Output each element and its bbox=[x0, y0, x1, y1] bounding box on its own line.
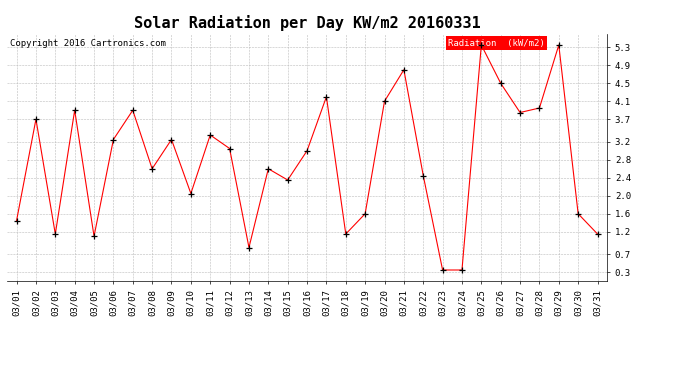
Point bbox=[321, 94, 332, 100]
Point bbox=[69, 107, 80, 113]
Point bbox=[127, 107, 138, 113]
Point bbox=[186, 190, 197, 196]
Point bbox=[263, 166, 274, 172]
Point bbox=[592, 231, 603, 237]
Point bbox=[515, 110, 526, 116]
Text: Radiation  (kW/m2): Radiation (kW/m2) bbox=[448, 39, 545, 48]
Point bbox=[495, 80, 506, 86]
Point bbox=[282, 177, 293, 183]
Point bbox=[340, 231, 351, 237]
Point bbox=[11, 217, 22, 223]
Point bbox=[476, 42, 487, 48]
Point bbox=[534, 105, 545, 111]
Point bbox=[573, 211, 584, 217]
Point bbox=[359, 211, 371, 217]
Point bbox=[417, 172, 428, 178]
Point bbox=[224, 146, 235, 152]
Point bbox=[553, 42, 564, 48]
Point bbox=[302, 148, 313, 154]
Point bbox=[398, 67, 409, 73]
Point bbox=[457, 267, 468, 273]
Point bbox=[205, 132, 216, 138]
Title: Solar Radiation per Day KW/m2 20160331: Solar Radiation per Day KW/m2 20160331 bbox=[134, 15, 480, 31]
Point bbox=[146, 166, 157, 172]
Point bbox=[30, 116, 41, 122]
Point bbox=[166, 136, 177, 142]
Point bbox=[379, 98, 390, 104]
Text: Copyright 2016 Cartronics.com: Copyright 2016 Cartronics.com bbox=[10, 39, 166, 48]
Point bbox=[244, 244, 255, 250]
Point bbox=[437, 267, 448, 273]
Point bbox=[108, 136, 119, 142]
Point bbox=[50, 231, 61, 237]
Point bbox=[88, 233, 99, 239]
